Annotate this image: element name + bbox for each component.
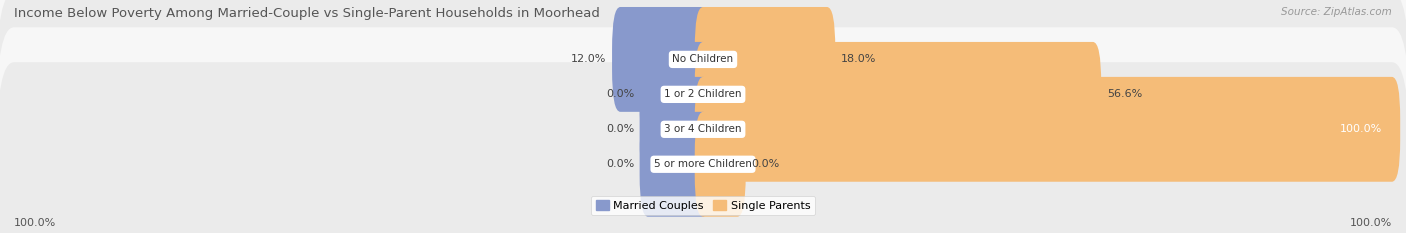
Legend: Married Couples, Single Parents: Married Couples, Single Parents [592,196,814,215]
FancyBboxPatch shape [640,42,711,147]
Text: 0.0%: 0.0% [606,159,634,169]
Text: 0.0%: 0.0% [606,89,634,99]
Text: Income Below Poverty Among Married-Couple vs Single-Parent Households in Moorhea: Income Below Poverty Among Married-Coupl… [14,7,600,20]
FancyBboxPatch shape [612,7,711,112]
Text: 1 or 2 Children: 1 or 2 Children [664,89,742,99]
FancyBboxPatch shape [640,112,711,217]
FancyBboxPatch shape [0,27,1406,231]
Text: No Children: No Children [672,55,734,64]
Text: 0.0%: 0.0% [751,159,779,169]
Text: 100.0%: 100.0% [1350,218,1392,228]
FancyBboxPatch shape [0,0,1406,196]
Text: 18.0%: 18.0% [841,55,876,64]
Text: 3 or 4 Children: 3 or 4 Children [664,124,742,134]
FancyBboxPatch shape [695,77,1400,182]
FancyBboxPatch shape [695,112,745,217]
Text: 100.0%: 100.0% [1340,124,1382,134]
Text: 56.6%: 56.6% [1107,89,1142,99]
Text: 12.0%: 12.0% [571,55,606,64]
FancyBboxPatch shape [695,42,1101,147]
FancyBboxPatch shape [695,7,835,112]
Text: 100.0%: 100.0% [14,218,56,228]
FancyBboxPatch shape [0,62,1406,233]
Text: Source: ZipAtlas.com: Source: ZipAtlas.com [1281,7,1392,17]
FancyBboxPatch shape [640,77,711,182]
FancyBboxPatch shape [0,0,1406,161]
Text: 5 or more Children: 5 or more Children [654,159,752,169]
Text: 0.0%: 0.0% [606,124,634,134]
